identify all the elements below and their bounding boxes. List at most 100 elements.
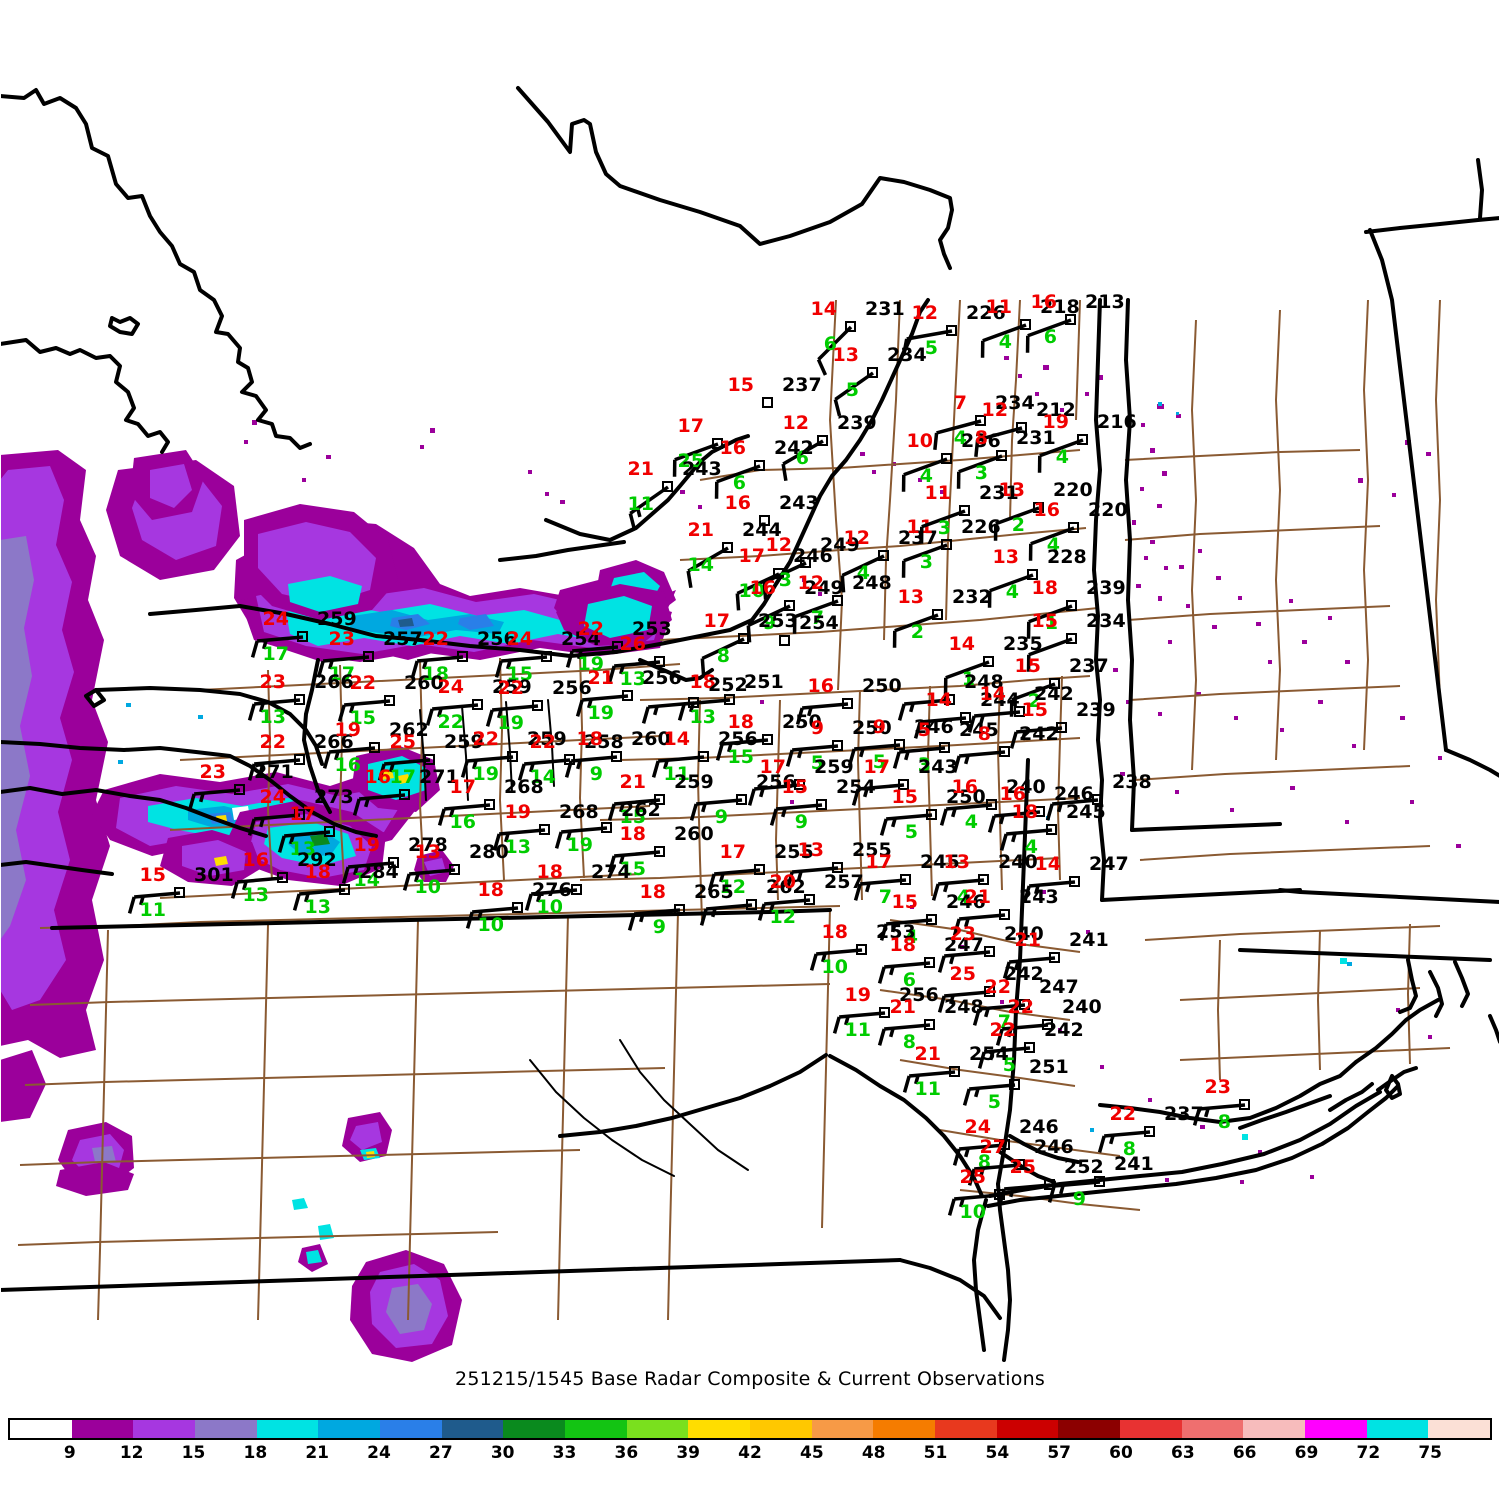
station-temperature: 18 — [536, 861, 563, 883]
station-dewpoint: 13 — [259, 706, 286, 728]
wind-barb — [967, 1163, 1021, 1186]
station-temperature: 13 — [943, 851, 970, 873]
station-temperature: 16 — [719, 437, 746, 459]
station-marker-icon — [746, 899, 757, 910]
station-dewpoint: 15 — [727, 746, 754, 768]
station-marker-icon — [762, 734, 773, 745]
station-marker-icon — [939, 742, 950, 753]
station-value: 241 — [1069, 929, 1109, 951]
station-temperature: 19 — [353, 834, 380, 856]
wind-barb — [1025, 318, 1072, 353]
station-dewpoint: 11 — [663, 763, 690, 785]
station-value: 259 — [814, 756, 854, 778]
station-temperature: 17 — [865, 851, 892, 873]
radar-map-canvas[interactable]: 14 231 6 13 234 5 12 226 5 11 218 4 16 213 6 15 237 17 25 1… — [0, 0, 1500, 1365]
station-temperature: 15 — [781, 776, 808, 798]
station-temperature: 13 — [992, 546, 1019, 568]
wind-barb — [672, 442, 719, 477]
station-dewpoint: 17 — [389, 766, 416, 788]
station-temperature: 19 — [1042, 411, 1069, 433]
station-temperature: 22 — [984, 976, 1011, 998]
station-marker-icon — [1066, 600, 1077, 611]
station-temperature: 25 — [949, 963, 976, 985]
station-value: 254 — [561, 628, 601, 650]
station-marker-icon — [759, 515, 770, 526]
wind-barb — [247, 698, 301, 721]
station-marker-icon — [654, 794, 665, 805]
station-dewpoint: 6 — [823, 333, 837, 355]
station-temperature: 20 — [769, 871, 796, 893]
colorbar-swatch — [380, 1420, 442, 1438]
wind-barb — [785, 866, 839, 889]
colorbar-tick: 42 — [738, 1443, 762, 1463]
station-value: 213 — [1085, 291, 1125, 313]
station-value: 231 — [1016, 427, 1056, 449]
station-value: 260 — [631, 728, 671, 750]
station-marker-icon — [294, 754, 305, 765]
station-marker-icon — [879, 1007, 890, 1018]
station-value: 256 — [899, 984, 939, 1006]
wind-barb — [230, 876, 284, 899]
colorbar-tick: 75 — [1418, 1443, 1442, 1463]
wind-barb — [714, 464, 761, 499]
station-marker-icon — [1027, 569, 1038, 580]
station-dewpoint: 9 — [1072, 1188, 1086, 1210]
station-marker-icon — [674, 904, 685, 915]
station-value: 250 — [852, 717, 892, 739]
colorbar-swatch — [1058, 1420, 1121, 1438]
station-marker-icon — [654, 846, 665, 857]
station-marker-icon — [924, 957, 935, 968]
station-marker-icon — [754, 460, 765, 471]
station-temperature: 21 — [889, 996, 916, 1018]
station-marker-icon — [894, 739, 905, 750]
wind-barb — [879, 918, 933, 941]
wind-barb — [460, 755, 514, 778]
colorbar-swatch — [441, 1420, 504, 1438]
station-temperature: 18 — [576, 728, 603, 750]
station-dewpoint: 3 — [974, 462, 988, 484]
station-value: 251 — [744, 671, 784, 693]
station-marker-icon — [999, 909, 1010, 920]
station-value: 251 — [1029, 1056, 1069, 1078]
station-marker-icon — [804, 894, 815, 905]
wind-barb — [607, 850, 661, 873]
station-temperature: 14 — [948, 633, 975, 655]
station-value: 248 — [944, 996, 984, 1018]
colorbar-tick: 66 — [1232, 1443, 1257, 1463]
station-marker-icon — [800, 557, 811, 568]
station-value: 239 — [1086, 577, 1126, 599]
station-value: 240 — [998, 851, 1038, 873]
wind-barb — [465, 906, 519, 929]
station-marker-icon — [424, 754, 435, 765]
station-value: 246 — [914, 716, 954, 738]
station-temperature: 24 — [262, 608, 289, 630]
station-value: 249 — [804, 577, 844, 599]
station-dewpoint: 9 — [652, 916, 666, 938]
station-temperature: 14 — [1034, 853, 1061, 875]
station-marker-icon — [654, 656, 665, 667]
station-dewpoint: 12 — [719, 876, 746, 898]
station-dewpoint: 10 — [738, 580, 765, 602]
station-value: 220 — [1088, 499, 1128, 521]
reflectivity-colorbar[interactable]: 9 12 15 18 21 24 27 30 33 36 39 42 45 48 51 54 57 60 63 66 6… — [8, 1418, 1492, 1488]
colorbar-swatch — [71, 1420, 134, 1438]
station-value: 246 — [1019, 1116, 1059, 1138]
station-value: 259 — [317, 608, 357, 630]
station-marker-icon — [611, 751, 622, 762]
station-temperature: 11 — [924, 482, 951, 504]
wind-barb — [1028, 526, 1075, 561]
station-value: 240 — [1006, 776, 1046, 798]
station-dewpoint: 19 — [472, 763, 499, 785]
station-marker-icon — [1049, 952, 1060, 963]
station-temperature: 22 — [529, 731, 556, 753]
wind-barb — [250, 635, 304, 658]
station-temperature: 18 — [304, 861, 331, 883]
station-marker-icon — [1034, 806, 1045, 817]
colorbar-tick: 15 — [181, 1443, 206, 1463]
station-dewpoint: 6 — [902, 969, 916, 991]
station-marker-icon — [984, 986, 995, 997]
station-temperature: 25 — [1009, 1156, 1036, 1178]
wind-barb — [377, 758, 431, 781]
station-value: 228 — [1047, 546, 1087, 568]
station-marker-icon — [941, 539, 952, 550]
